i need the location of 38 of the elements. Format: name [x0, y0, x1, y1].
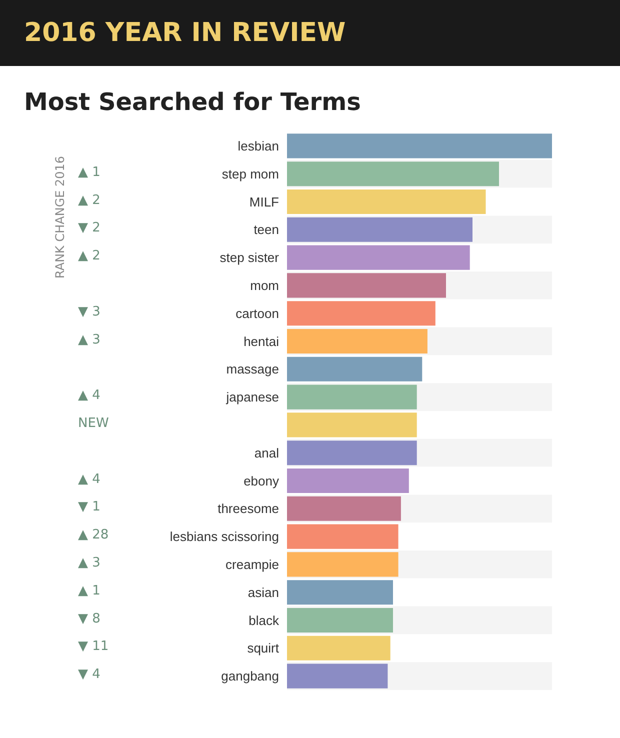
- text: ▼ 3: [78, 304, 100, 320]
- y-tick-label: lesbian: [238, 138, 279, 154]
- text: ▼ 8: [78, 611, 100, 626]
- text: ▼ 2: [78, 220, 100, 236]
- y-tick-label: massage: [226, 362, 279, 377]
- y-tick-label: teen: [254, 222, 279, 238]
- y-tick-label: creampie: [226, 556, 279, 572]
- y-tick-label: lesbians scissoring: [170, 529, 279, 544]
- text: ▲ 28: [78, 528, 109, 543]
- text: ▲ 2: [78, 248, 100, 264]
- text: ▲ 1: [78, 164, 100, 180]
- y-tick-label: hentai: [244, 334, 280, 349]
- text: ▲ 3: [78, 332, 100, 348]
- text: ▼ 1: [78, 500, 100, 515]
- y-tick-label: ebony: [244, 473, 280, 488]
- y-tick-label: cartoon: [236, 306, 279, 321]
- chart-subtitle: 2016 YEAR IN REVIEW: [0, 0, 620, 66]
- y-tick-label: threesome: [218, 501, 279, 516]
- text: ▼ 11: [78, 639, 109, 654]
- y-tick-label: japanese: [225, 390, 279, 405]
- y-tick-label: gangbang: [221, 668, 279, 684]
- y-tick-label: MILF: [249, 194, 280, 210]
- text: ▲ 1: [78, 583, 100, 598]
- text: ▼ 4: [78, 667, 100, 682]
- text: NEW: [78, 416, 109, 431]
- text: RANK CHANGE 2016: [53, 156, 67, 278]
- y-tick-label: step sister: [220, 250, 280, 266]
- y-tick-label: anal: [254, 445, 280, 460]
- y-tick-label: asian: [248, 584, 279, 600]
- text: ▲ 2: [78, 192, 100, 208]
- y-tick-label: black: [248, 612, 280, 628]
- text: ▲ 4: [78, 472, 100, 487]
- text: ▲ 4: [78, 388, 100, 404]
- y-tick-label: step mom: [222, 166, 279, 182]
- y-tick-label: mom: [250, 278, 279, 293]
- y-tick-label: squirt: [247, 640, 280, 656]
- text: ▲ 3: [78, 555, 100, 570]
- chart-title: Most Searched for Terms: [23, 87, 362, 118]
